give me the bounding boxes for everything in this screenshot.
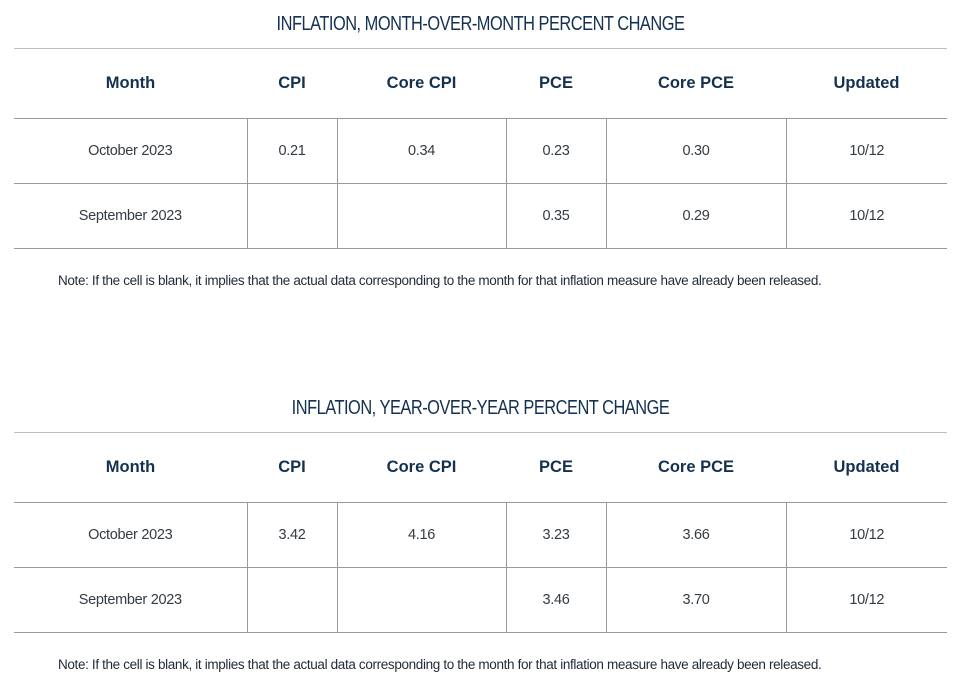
cell-month: September 2023 bbox=[78, 208, 182, 224]
cell-updated: 10/12 bbox=[785, 567, 947, 633]
yoy-title: INFLATION, YEAR-OVER-YEAR PERCENT CHANGE bbox=[291, 397, 670, 419]
yoy-section: INFLATION, YEAR-OVER-YEAR PERCENT CHANGE… bbox=[14, 384, 947, 633]
column-header-cpi: CPI bbox=[278, 74, 306, 92]
table-row: October 2023 3.42 4.16 3.23 3.66 10/12 bbox=[14, 502, 947, 568]
mom-title: INFLATION, MONTH-OVER-MONTH PERCENT CHAN… bbox=[276, 13, 685, 35]
cell-core-cpi: 0.34 bbox=[336, 118, 506, 184]
cell-month: September 2023 bbox=[78, 592, 182, 608]
column-header-pce: PCE bbox=[539, 458, 573, 476]
cell-updated: 10/12 bbox=[785, 118, 947, 184]
cell-updated: 10/12 bbox=[785, 183, 947, 249]
column-header-core-cpi: Core CPI bbox=[386, 74, 457, 92]
table-row: September 2023 3.46 3.70 10/12 bbox=[14, 567, 947, 633]
column-header-core-cpi: Core CPI bbox=[386, 458, 457, 476]
cell-pce: 0.35 bbox=[505, 183, 606, 249]
cell-month: October 2023 bbox=[88, 143, 173, 159]
column-header-updated: Updated bbox=[833, 74, 900, 92]
cell-core-cpi bbox=[336, 567, 506, 633]
cell-cpi: 0.21 bbox=[246, 118, 337, 184]
yoy-header-row: Month CPI Core CPI PCE Core PCE Updated bbox=[14, 432, 947, 503]
column-header-core-pce: Core PCE bbox=[657, 74, 735, 92]
mom-section: INFLATION, MONTH-OVER-MONTH PERCENT CHAN… bbox=[14, 0, 947, 249]
mom-header-row: Month CPI Core CPI PCE Core PCE Updated bbox=[14, 48, 947, 119]
cell-core-pce: 0.30 bbox=[605, 118, 786, 184]
column-header-updated: Updated bbox=[833, 458, 900, 476]
cell-pce: 3.23 bbox=[505, 502, 606, 568]
cell-core-pce: 3.66 bbox=[605, 502, 786, 568]
mom-note: Note: If the cell is blank, it implies t… bbox=[58, 273, 822, 288]
cell-core-cpi: 4.16 bbox=[336, 502, 506, 568]
cell-core-pce: 0.29 bbox=[605, 183, 786, 249]
column-header-pce: PCE bbox=[539, 74, 573, 92]
table-row: September 2023 0.35 0.29 10/12 bbox=[14, 183, 947, 249]
cell-pce: 3.46 bbox=[505, 567, 606, 633]
column-header-month: Month bbox=[105, 458, 156, 476]
cell-cpi: 3.42 bbox=[246, 502, 337, 568]
cell-pce: 0.23 bbox=[505, 118, 606, 184]
cell-cpi bbox=[246, 183, 337, 249]
yoy-note: Note: If the cell is blank, it implies t… bbox=[58, 657, 822, 672]
cell-month: October 2023 bbox=[88, 527, 173, 543]
column-header-cpi: CPI bbox=[278, 458, 306, 476]
column-header-core-pce: Core PCE bbox=[657, 458, 735, 476]
table-row: October 2023 0.21 0.34 0.23 0.30 10/12 bbox=[14, 118, 947, 184]
yoy-table: Month CPI Core CPI PCE Core PCE Updated … bbox=[14, 432, 947, 633]
cell-cpi bbox=[246, 567, 337, 633]
mom-table: Month CPI Core CPI PCE Core PCE Updated … bbox=[14, 48, 947, 249]
cell-updated: 10/12 bbox=[785, 502, 947, 568]
cell-core-cpi bbox=[336, 183, 506, 249]
cell-core-pce: 3.70 bbox=[605, 567, 786, 633]
column-header-month: Month bbox=[105, 74, 156, 92]
